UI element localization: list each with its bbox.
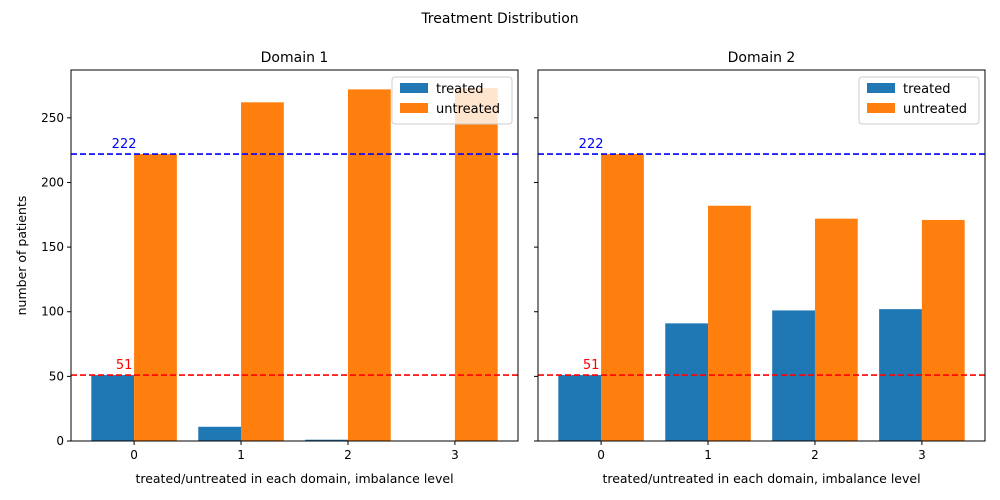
x-tick-label-1: 1 <box>704 448 712 462</box>
legend: treated untreated <box>391 76 513 125</box>
hline-label-222: 222 <box>112 137 137 152</box>
bar-untreated-0 <box>601 154 644 441</box>
legend-label-treated: treated <box>436 82 483 97</box>
bar-treated-0 <box>91 375 135 441</box>
y-axis-label: number of patients <box>14 196 29 316</box>
legend-swatch-untreated <box>400 103 428 113</box>
bar-untreated-3 <box>921 219 965 441</box>
legend-label-untreated: untreated <box>436 102 500 117</box>
legend-swatch-untreated <box>867 103 895 113</box>
x-tick-label-1: 1 <box>237 448 245 462</box>
x-tick-label-3: 3 <box>918 448 926 462</box>
figure-suptitle: Treatment Distribution <box>420 11 578 27</box>
axes-frame <box>537 69 986 442</box>
hline-label-51: 51 <box>116 358 133 373</box>
bar-untreated-3 <box>454 88 498 441</box>
bar-untreated-2 <box>347 89 391 441</box>
legend-label-treated: treated <box>903 82 950 97</box>
x-tick-label-0: 0 <box>597 448 605 462</box>
hline-label-222: 222 <box>579 137 604 152</box>
bar-untreated-0 <box>134 154 177 441</box>
y-tick-label-200: 200 <box>41 175 64 189</box>
chart-panel-2: Domain 2 222 51 0 1 2 3 treated/untreated in ea… <box>534 50 986 486</box>
legend-label-untreated: untreated <box>903 102 967 117</box>
legend-swatch-treated <box>400 83 428 93</box>
y-tick-label-100: 100 <box>41 305 64 319</box>
x-axis-label: treated/untreated in each domain, imbala… <box>602 471 920 486</box>
bar-untreated-1 <box>241 102 284 441</box>
bar-treated-1 <box>665 323 709 441</box>
x-tick-label-2: 2 <box>344 448 352 462</box>
x-tick-label-3: 3 <box>451 448 459 462</box>
y-tick-label-0: 0 <box>56 434 64 448</box>
legend-swatch-treated <box>867 83 895 93</box>
y-tick-label-250: 250 <box>41 111 64 125</box>
x-tick-label-2: 2 <box>811 448 819 462</box>
chart-panels: Domain 1 222 51 0 1 2 3 0 50 100 150 200 250 treated/… <box>14 50 986 486</box>
bar-treated-0 <box>558 375 602 441</box>
y-tick-label-50: 50 <box>49 369 64 383</box>
panel-title: Domain 2 <box>728 50 796 66</box>
bar-untreated-2 <box>814 218 858 441</box>
chart-panel-1: Domain 1 222 51 0 1 2 3 0 50 100 150 200 250 treated/… <box>14 50 519 486</box>
y-tick-label-150: 150 <box>41 240 64 254</box>
axes-frame <box>70 69 519 442</box>
bar-treated-1 <box>198 426 242 441</box>
bar-treated-2 <box>305 439 348 441</box>
bar-untreated-1 <box>708 205 751 441</box>
legend: treated untreated <box>858 76 980 125</box>
x-axis-label: treated/untreated in each domain, imbala… <box>135 471 453 486</box>
x-tick-label-0: 0 <box>130 448 138 462</box>
panel-title: Domain 1 <box>261 50 329 66</box>
hline-label-51: 51 <box>583 358 600 373</box>
